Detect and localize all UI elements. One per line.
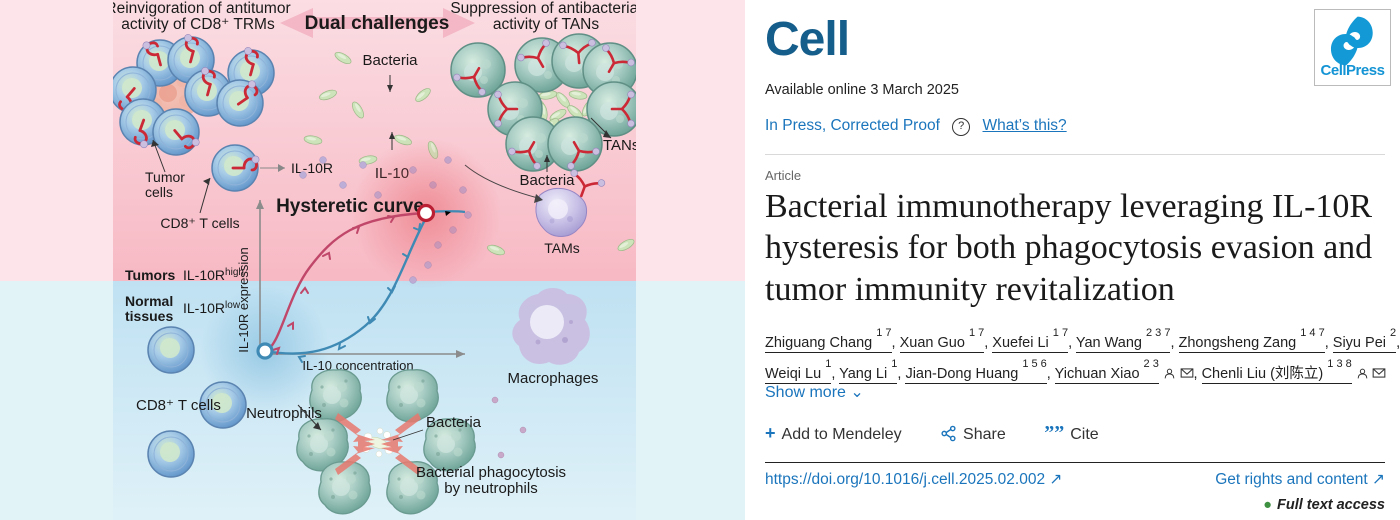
svg-text:Dual challenges: Dual challenges xyxy=(305,13,450,34)
svg-text:Bacterial phagocytosis: Bacterial phagocytosis xyxy=(416,464,566,481)
svg-text:by neutrophils: by neutrophils xyxy=(444,480,537,497)
svg-text:IL-10Rhigh: IL-10Rhigh xyxy=(183,267,244,283)
svg-text:IL-10R: IL-10R xyxy=(291,160,333,176)
svg-text:tissues: tissues xyxy=(125,308,173,324)
svg-text:CD8⁺ T cells: CD8⁺ T cells xyxy=(136,397,221,414)
svg-text:Macrophages: Macrophages xyxy=(508,370,599,387)
svg-text:TAMs: TAMs xyxy=(544,240,580,256)
svg-text:CD8⁺ T cells: CD8⁺ T cells xyxy=(160,215,239,231)
svg-text:IL-10 concentration: IL-10 concentration xyxy=(302,358,413,373)
svg-text:activity of CD8⁺ TRMs: activity of CD8⁺ TRMs xyxy=(121,16,275,33)
svg-text:Normal: Normal xyxy=(125,293,173,309)
svg-text:Suppression of antibacterial: Suppression of antibacterial xyxy=(450,0,636,17)
svg-text:Bacteria: Bacteria xyxy=(426,414,482,431)
svg-text:TANs: TANs xyxy=(603,137,636,154)
svg-text:Bacteria: Bacteria xyxy=(362,52,418,69)
svg-text:Bacteria: Bacteria xyxy=(519,172,575,189)
svg-text:Hysteretic curve: Hysteretic curve xyxy=(276,196,424,217)
svg-text:Neutrophils: Neutrophils xyxy=(246,405,322,422)
svg-text:activity of TANs: activity of TANs xyxy=(493,16,599,33)
svg-text:Reinvigoration of antitumor: Reinvigoration of antitumor xyxy=(113,0,291,17)
svg-text:cells: cells xyxy=(145,184,173,200)
svg-text:Tumors: Tumors xyxy=(125,267,176,283)
